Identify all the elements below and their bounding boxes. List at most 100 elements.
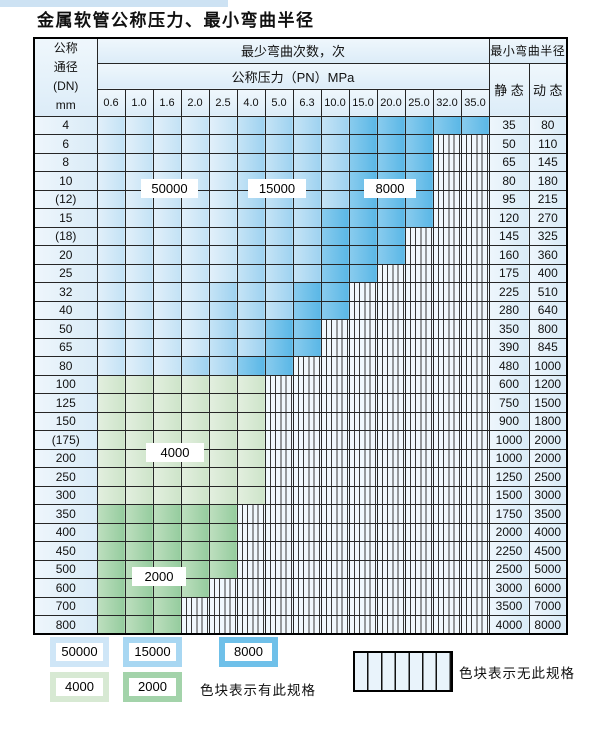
- no-spec-cell: [236, 615, 266, 635]
- spec-cell-8000: [404, 115, 434, 135]
- dynamic-radius-cell: 110: [528, 134, 568, 154]
- legend-has-spec-text: 色块表示有此规格: [200, 683, 316, 698]
- static-radius-cell: 4000: [488, 615, 530, 635]
- table-row: 250 1250 2500: [33, 467, 568, 487]
- no-spec-cell: [432, 374, 462, 394]
- spec-cell-15000: [208, 337, 238, 357]
- no-spec-cell: [432, 319, 462, 339]
- spec-cell-2000: [152, 541, 182, 561]
- spec-cell-50000: [124, 115, 154, 135]
- no-spec-cell: [376, 393, 406, 413]
- spec-cell-4000: [96, 411, 126, 431]
- no-spec-cell: [292, 615, 322, 635]
- no-spec-cell: [236, 596, 266, 616]
- spec-cell-8000: [404, 134, 434, 154]
- header-row-2: 公称压力（PN）MPa 静 态 动 态: [34, 62, 568, 117]
- dynamic-radius-cell: 215: [528, 189, 568, 209]
- no-spec-cell: [460, 319, 490, 339]
- no-spec-cell: [348, 282, 378, 302]
- static-radius-cell: 1000: [488, 430, 530, 450]
- dynamic-radius-cell: 1800: [528, 411, 568, 431]
- dn-cell: 400: [33, 522, 98, 542]
- no-spec-cell: [432, 356, 462, 376]
- dynamic-radius-cell: 325: [528, 226, 568, 246]
- no-spec-cell: [460, 171, 490, 191]
- spec-cell-15000: [208, 300, 238, 320]
- no-spec-cell: [264, 578, 294, 598]
- spec-cell-50000: [180, 282, 210, 302]
- no-spec-cell: [460, 541, 490, 561]
- spec-cell-8000: [264, 356, 294, 376]
- table-row: 300 1500 3000: [33, 485, 568, 505]
- spec-cell-15000: [236, 208, 266, 228]
- no-spec-cell: [460, 208, 490, 228]
- spec-cell-4000: [236, 411, 266, 431]
- no-spec-cell: [404, 615, 434, 635]
- spec-cell-50000: [96, 300, 126, 320]
- spec-cell-15000: [236, 115, 266, 135]
- no-spec-cell: [236, 504, 266, 524]
- spec-cell-50000: [96, 208, 126, 228]
- spec-cell-15000: [292, 263, 322, 283]
- dynamic-radius-cell: 800: [528, 319, 568, 339]
- pressure-value-header: 1.6: [152, 88, 182, 117]
- no-spec-cell: [264, 393, 294, 413]
- spec-cell-15000: [292, 134, 322, 154]
- table-row: 32 225 510: [33, 282, 568, 302]
- spec-cell-15000: [320, 171, 350, 191]
- dn-cell: 80: [33, 356, 98, 376]
- legend-swatch-50000: 50000: [50, 637, 109, 667]
- spec-cell-15000: [236, 300, 266, 320]
- no-spec-cell: [432, 245, 462, 265]
- spec-cell-50000: [180, 337, 210, 357]
- no-spec-cell: [348, 615, 378, 635]
- no-spec-cell: [404, 559, 434, 579]
- legend-swatch-15000: 15000: [123, 637, 182, 667]
- spec-cell-2000: [124, 522, 154, 542]
- legend-swatch-label: 8000: [225, 643, 272, 661]
- no-spec-cell: [460, 596, 490, 616]
- spec-cell-50000: [96, 337, 126, 357]
- spec-cell-15000: [236, 152, 266, 172]
- spec-cell-4000: [96, 448, 126, 468]
- spec-cell-15000: [264, 152, 294, 172]
- no-spec-cell: [460, 393, 490, 413]
- no-spec-cell: [264, 374, 294, 394]
- table-row: 450 2250 4500: [33, 541, 568, 561]
- no-spec-cell: [432, 152, 462, 172]
- dynamic-radius-cell: 1000: [528, 356, 568, 376]
- spec-cell-50000: [96, 319, 126, 339]
- spec-cell-50000: [152, 134, 182, 154]
- spec-cell-50000: [96, 134, 126, 154]
- no-spec-cell: [460, 134, 490, 154]
- spec-cell-15000: [292, 115, 322, 135]
- table-row: 500 2500 5000: [33, 559, 568, 579]
- spec-cell-15000: [180, 356, 210, 376]
- no-spec-cell: [404, 374, 434, 394]
- dn-cell: (12): [33, 189, 98, 209]
- no-spec-cell: [432, 541, 462, 561]
- spec-cell-4000: [96, 430, 126, 450]
- spec-cell-2000: [96, 578, 126, 598]
- no-spec-cell: [376, 356, 406, 376]
- table-header: 公称 通径 (DN) mm 最少弯曲次数，次 最小弯曲半径 公称压力（PN）MP…: [33, 37, 568, 117]
- spec-cell-50000: [96, 152, 126, 172]
- no-spec-cell: [320, 356, 350, 376]
- no-spec-cell: [460, 300, 490, 320]
- dynamic-radius-cell: 4500: [528, 541, 568, 561]
- static-radius-cell: 2000: [488, 522, 530, 542]
- spec-cell-4000: [208, 467, 238, 487]
- spec-cell-2000: [96, 615, 126, 635]
- spec-cell-50000: [124, 282, 154, 302]
- dn-header-line: (DN): [53, 79, 79, 94]
- spec-cell-8000: [376, 208, 406, 228]
- no-spec-cell: [264, 448, 294, 468]
- static-radius-cell: 120: [488, 208, 530, 228]
- no-spec-cell: [292, 393, 322, 413]
- no-spec-cell: [348, 411, 378, 431]
- spec-cell-4000: [124, 393, 154, 413]
- spec-cell-4000: [208, 448, 238, 468]
- dynamic-radius-cell: 180: [528, 171, 568, 191]
- static-radius-cell: 2500: [488, 559, 530, 579]
- static-header: 静 态: [488, 62, 530, 117]
